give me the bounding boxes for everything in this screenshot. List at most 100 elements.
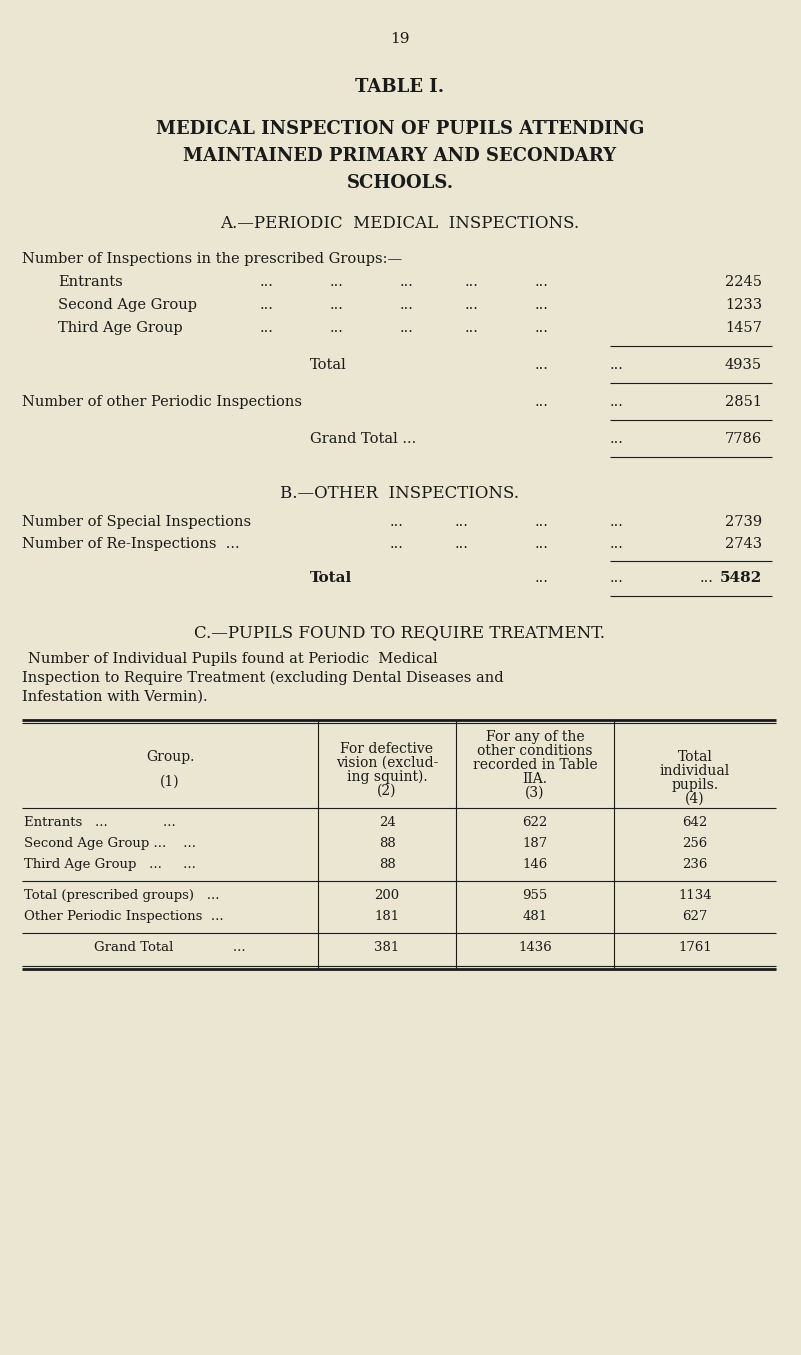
Text: ...: ... bbox=[260, 275, 274, 289]
Text: 2739: 2739 bbox=[725, 515, 762, 528]
Text: Number of Inspections in the prescribed Groups:—: Number of Inspections in the prescribed … bbox=[22, 252, 402, 266]
Text: ing squint).: ing squint). bbox=[347, 770, 427, 785]
Text: 2851: 2851 bbox=[725, 396, 762, 409]
Text: 236: 236 bbox=[682, 858, 708, 871]
Text: (2): (2) bbox=[377, 785, 396, 798]
Text: 642: 642 bbox=[682, 816, 707, 829]
Text: ...: ... bbox=[465, 321, 479, 335]
Text: ...: ... bbox=[390, 537, 404, 551]
Text: A.—PERIODIC  MEDICAL  INSPECTIONS.: A.—PERIODIC MEDICAL INSPECTIONS. bbox=[220, 215, 580, 232]
Text: 2245: 2245 bbox=[725, 275, 762, 289]
Text: For any of the: For any of the bbox=[485, 730, 584, 744]
Text: 88: 88 bbox=[379, 837, 396, 850]
Text: 256: 256 bbox=[682, 837, 707, 850]
Text: Third Age Group   ...     ...: Third Age Group ... ... bbox=[24, 858, 196, 871]
Text: Total: Total bbox=[678, 751, 712, 764]
Text: (3): (3) bbox=[525, 786, 545, 799]
Text: ...: ... bbox=[400, 298, 414, 312]
Text: ...: ... bbox=[400, 321, 414, 335]
Text: 622: 622 bbox=[522, 816, 548, 829]
Text: 1761: 1761 bbox=[678, 940, 712, 954]
Text: (4): (4) bbox=[685, 793, 705, 806]
Text: Total: Total bbox=[310, 358, 347, 373]
Text: 1134: 1134 bbox=[678, 889, 712, 902]
Text: 24: 24 bbox=[379, 816, 396, 829]
Text: 955: 955 bbox=[522, 889, 548, 902]
Text: ...: ... bbox=[700, 570, 714, 585]
Text: Other Periodic Inspections  ...: Other Periodic Inspections ... bbox=[24, 911, 223, 923]
Text: ...: ... bbox=[535, 570, 549, 585]
Text: Group.: Group. bbox=[146, 751, 194, 764]
Text: 5482: 5482 bbox=[720, 570, 762, 585]
Text: vision (exclud-: vision (exclud- bbox=[336, 756, 438, 770]
Text: 88: 88 bbox=[379, 858, 396, 871]
Text: 1233: 1233 bbox=[725, 298, 762, 312]
Text: MEDICAL INSPECTION OF PUPILS ATTENDING: MEDICAL INSPECTION OF PUPILS ATTENDING bbox=[156, 121, 644, 138]
Text: 1436: 1436 bbox=[518, 940, 552, 954]
Text: Entrants   ...             ...: Entrants ... ... bbox=[24, 816, 175, 829]
Text: IIA.: IIA. bbox=[522, 772, 548, 786]
Text: pupils.: pupils. bbox=[671, 778, 718, 793]
Text: ...: ... bbox=[610, 515, 624, 528]
Text: TABLE I.: TABLE I. bbox=[356, 79, 445, 96]
Text: ...: ... bbox=[610, 432, 624, 446]
Text: ...: ... bbox=[260, 321, 274, 335]
Text: 381: 381 bbox=[374, 940, 400, 954]
Text: ...: ... bbox=[260, 298, 274, 312]
Text: ...: ... bbox=[390, 515, 404, 528]
Text: Total (prescribed groups)   ...: Total (prescribed groups) ... bbox=[24, 889, 219, 902]
Text: Number of Special Inspections: Number of Special Inspections bbox=[22, 515, 252, 528]
Text: For defective: For defective bbox=[340, 743, 433, 756]
Text: Grand Total ...: Grand Total ... bbox=[310, 432, 417, 446]
Text: 1457: 1457 bbox=[725, 321, 762, 335]
Text: ...: ... bbox=[535, 396, 549, 409]
Text: ...: ... bbox=[330, 298, 344, 312]
Text: Number of other Periodic Inspections: Number of other Periodic Inspections bbox=[22, 396, 302, 409]
Text: ...: ... bbox=[455, 515, 469, 528]
Text: ...: ... bbox=[535, 358, 549, 373]
Text: ...: ... bbox=[330, 275, 344, 289]
Text: 7786: 7786 bbox=[725, 432, 762, 446]
Text: 181: 181 bbox=[374, 911, 400, 923]
Text: ...: ... bbox=[610, 570, 624, 585]
Text: ...: ... bbox=[610, 537, 624, 551]
Text: recorded in Table: recorded in Table bbox=[473, 757, 598, 772]
Text: B.—OTHER  INSPECTIONS.: B.—OTHER INSPECTIONS. bbox=[280, 485, 520, 501]
Text: 4935: 4935 bbox=[725, 358, 762, 373]
Text: MAINTAINED PRIMARY AND SECONDARY: MAINTAINED PRIMARY AND SECONDARY bbox=[183, 146, 617, 165]
Text: ...: ... bbox=[535, 537, 549, 551]
Text: ...: ... bbox=[535, 298, 549, 312]
Text: 481: 481 bbox=[522, 911, 548, 923]
Text: ...: ... bbox=[465, 275, 479, 289]
Text: other conditions: other conditions bbox=[477, 744, 593, 757]
Text: ...: ... bbox=[330, 321, 344, 335]
Text: Number of Individual Pupils found at Periodic  Medical: Number of Individual Pupils found at Per… bbox=[28, 652, 437, 667]
Text: Second Age Group: Second Age Group bbox=[58, 298, 197, 312]
Text: 187: 187 bbox=[522, 837, 548, 850]
Text: C.—PUPILS FOUND TO REQUIRE TREATMENT.: C.—PUPILS FOUND TO REQUIRE TREATMENT. bbox=[195, 625, 606, 641]
Text: Infestation with Vermin).: Infestation with Vermin). bbox=[22, 690, 207, 705]
Text: Total: Total bbox=[310, 570, 352, 585]
Text: Grand Total              ...: Grand Total ... bbox=[95, 940, 246, 954]
Text: ...: ... bbox=[535, 275, 549, 289]
Text: Second Age Group ...    ...: Second Age Group ... ... bbox=[24, 837, 196, 850]
Text: 2743: 2743 bbox=[725, 537, 762, 551]
Text: ...: ... bbox=[455, 537, 469, 551]
Text: (1): (1) bbox=[160, 775, 179, 789]
Text: 146: 146 bbox=[522, 858, 548, 871]
Text: 627: 627 bbox=[682, 911, 708, 923]
Text: ...: ... bbox=[535, 321, 549, 335]
Text: Number of Re-Inspections  ...: Number of Re-Inspections ... bbox=[22, 537, 239, 551]
Text: Entrants: Entrants bbox=[58, 275, 123, 289]
Text: ...: ... bbox=[610, 358, 624, 373]
Text: ...: ... bbox=[535, 515, 549, 528]
Text: ...: ... bbox=[400, 275, 414, 289]
Text: Inspection to Require Treatment (excluding Dental Diseases and: Inspection to Require Treatment (excludi… bbox=[22, 671, 504, 686]
Text: ...: ... bbox=[610, 396, 624, 409]
Text: individual: individual bbox=[660, 764, 731, 778]
Text: 19: 19 bbox=[390, 33, 410, 46]
Text: SCHOOLS.: SCHOOLS. bbox=[347, 173, 453, 192]
Text: Third Age Group: Third Age Group bbox=[58, 321, 183, 335]
Text: ...: ... bbox=[465, 298, 479, 312]
Text: 200: 200 bbox=[374, 889, 400, 902]
